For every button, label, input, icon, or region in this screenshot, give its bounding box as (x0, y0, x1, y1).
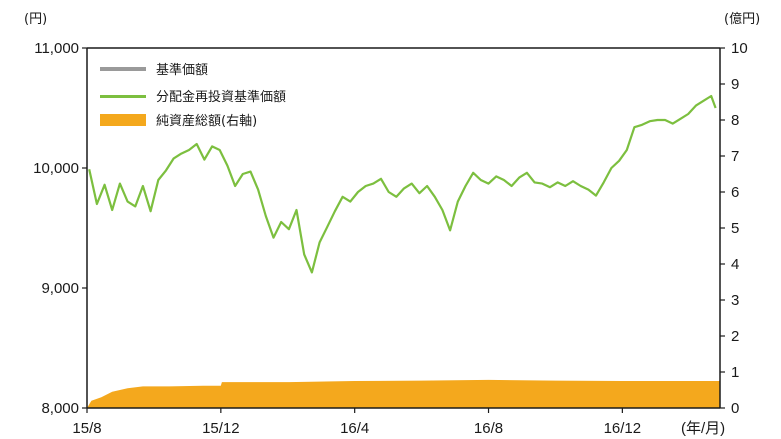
right-axis-tick-label: 3 (731, 292, 739, 309)
x-axis-tick-label: 16/8 (474, 420, 503, 437)
right-axis-tick-label: 8 (731, 112, 739, 129)
legend-label-reinvested-nav: 分配金再投資基準価額 (156, 89, 286, 105)
legend-swatch-nav (100, 67, 146, 71)
price-line-layer (88, 94, 717, 274)
left-axis-unit-label: (円) (24, 12, 47, 27)
x-axis-tick-label: 15/12 (202, 420, 240, 437)
x-axis-tick-label: 16/4 (340, 420, 369, 437)
right-axis-unit-label: (億円) (724, 11, 760, 27)
right-axis-tick-label: 5 (731, 220, 739, 237)
legend-swatch-net-assets (100, 114, 146, 126)
right-axis-tick-label: 10 (731, 40, 748, 57)
left-axis-tick-label: 8,000 (41, 400, 79, 417)
right-axis-tick-label: 1 (731, 364, 739, 381)
right-axis-tick-label: 2 (731, 328, 739, 345)
legend: 基準価額 分配金再投資基準価額 純資産総額(右軸) (100, 62, 286, 129)
legend-label-nav: 基準価額 (156, 62, 208, 78)
left-axis-tick-label: 9,000 (41, 280, 79, 297)
left-axis-tick-label: 11,000 (34, 40, 79, 57)
legend-swatch-reinvested-nav (100, 95, 146, 98)
x-axis-tick-label: 16/12 (604, 420, 642, 437)
left-axis-tick-label: 10,000 (33, 160, 79, 177)
right-axis-tick-label: 9 (731, 76, 739, 93)
x-axis-ticks: 15/8 15/12 16/4 16/8 16/12 (72, 408, 641, 437)
legend-label-net-assets: 純資産総額(右軸) (156, 113, 257, 129)
right-axis-tick-label: 4 (731, 256, 739, 273)
right-axis-tick-label: 6 (731, 184, 739, 201)
x-axis-tick-label: 15/8 (72, 420, 101, 437)
net-assets-area-layer (87, 379, 720, 408)
x-axis-unit-label: (年/月) (681, 420, 725, 437)
right-axis-tick-label: 7 (731, 148, 739, 165)
right-axis-ticks: 0 1 2 3 4 5 6 7 8 9 10 (720, 40, 748, 417)
net-assets-area (87, 379, 720, 408)
reinvested-nav-line (88, 94, 717, 274)
left-axis-ticks: 8,000 9,000 10,000 11,000 (33, 40, 87, 417)
right-axis-tick-label: 0 (731, 400, 739, 417)
